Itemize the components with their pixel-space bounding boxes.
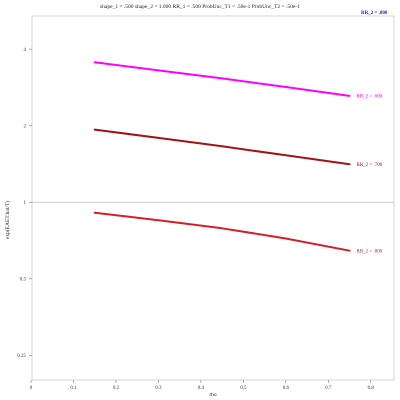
x-tick-label: 0.4 (198, 386, 205, 391)
y-axis-title: exp(EAET.hat/T) (4, 201, 11, 239)
series-group: RR_2 = .600 RR_2 = .700 RR_2 = .800 (93, 61, 383, 254)
x-tick-label: 0.3 (155, 386, 162, 391)
y-tick-label: 2 (24, 124, 27, 129)
x-tick-label: 0.7 (325, 386, 332, 391)
plot-frame (31, 15, 395, 381)
x-tick-label: 0.6 (283, 386, 290, 391)
x-tick-label: 0 (30, 386, 33, 391)
series-line (93, 211, 351, 252)
x-tick-label: 0.1 (70, 386, 77, 391)
x-tick-label: 0.5 (240, 386, 247, 391)
x-axis-title: rho (209, 392, 217, 398)
series-line (93, 128, 351, 166)
x-tick-label: 0.8 (368, 386, 375, 391)
y-tick-label: 4 (24, 48, 27, 53)
y-tick-label: 0.5 (20, 278, 27, 283)
y-tick-label: 1 (24, 201, 27, 206)
series-line (93, 61, 351, 97)
series-label: RR_2 = .800 (357, 249, 383, 254)
chart-title: shape_1 = .500 shape_2 = 1.000 RR_1 = .5… (100, 4, 300, 10)
y-axis: 0.25 0.5 1 2 4 (17, 48, 32, 359)
x-axis: 0 0.1 0.2 0.3 0.4 0.5 0.6 0.7 0.8 (30, 380, 375, 391)
top-right-label: RR_2 = .800 (361, 11, 388, 16)
series-label: RR_2 = .700 (357, 163, 383, 168)
series-label: RR_2 = .600 (357, 95, 383, 100)
y-tick-label: 0.25 (17, 354, 26, 359)
x-tick-label: 0.2 (113, 386, 120, 391)
